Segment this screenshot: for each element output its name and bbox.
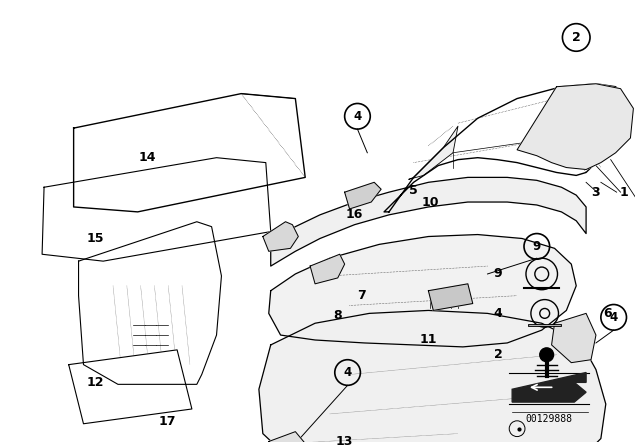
Text: 2: 2 — [493, 348, 502, 361]
Polygon shape — [74, 94, 305, 212]
Polygon shape — [517, 84, 634, 169]
Polygon shape — [42, 158, 271, 261]
Text: 1: 1 — [619, 185, 628, 198]
Text: 12: 12 — [86, 376, 104, 389]
Text: 4: 4 — [353, 110, 362, 123]
Polygon shape — [269, 235, 576, 347]
Text: 4: 4 — [493, 307, 502, 320]
Text: 15: 15 — [86, 232, 104, 245]
Polygon shape — [68, 350, 192, 424]
Text: 16: 16 — [346, 208, 363, 221]
Text: 3: 3 — [591, 185, 600, 198]
Polygon shape — [428, 284, 473, 310]
Text: 10: 10 — [422, 195, 439, 208]
Text: 14: 14 — [139, 151, 156, 164]
Polygon shape — [552, 314, 596, 363]
Text: 17: 17 — [159, 415, 176, 428]
Polygon shape — [259, 310, 606, 448]
Polygon shape — [269, 431, 305, 448]
Text: 9: 9 — [532, 240, 541, 253]
Polygon shape — [384, 84, 625, 212]
Text: 6: 6 — [604, 307, 612, 320]
Text: 7: 7 — [357, 289, 366, 302]
Text: 4: 4 — [344, 366, 352, 379]
Text: 00129888: 00129888 — [525, 414, 572, 424]
Polygon shape — [344, 182, 381, 209]
Text: 11: 11 — [420, 333, 437, 346]
Circle shape — [540, 348, 554, 362]
Text: 4: 4 — [609, 311, 618, 324]
Polygon shape — [271, 177, 586, 266]
Text: 13: 13 — [336, 435, 353, 448]
Polygon shape — [263, 222, 298, 251]
Text: 5: 5 — [409, 184, 418, 197]
Text: 9: 9 — [493, 267, 502, 280]
Polygon shape — [310, 254, 344, 284]
Text: 2: 2 — [572, 31, 580, 44]
Text: 8: 8 — [333, 309, 342, 322]
Polygon shape — [512, 373, 586, 402]
Polygon shape — [79, 222, 221, 384]
Polygon shape — [409, 126, 458, 179]
